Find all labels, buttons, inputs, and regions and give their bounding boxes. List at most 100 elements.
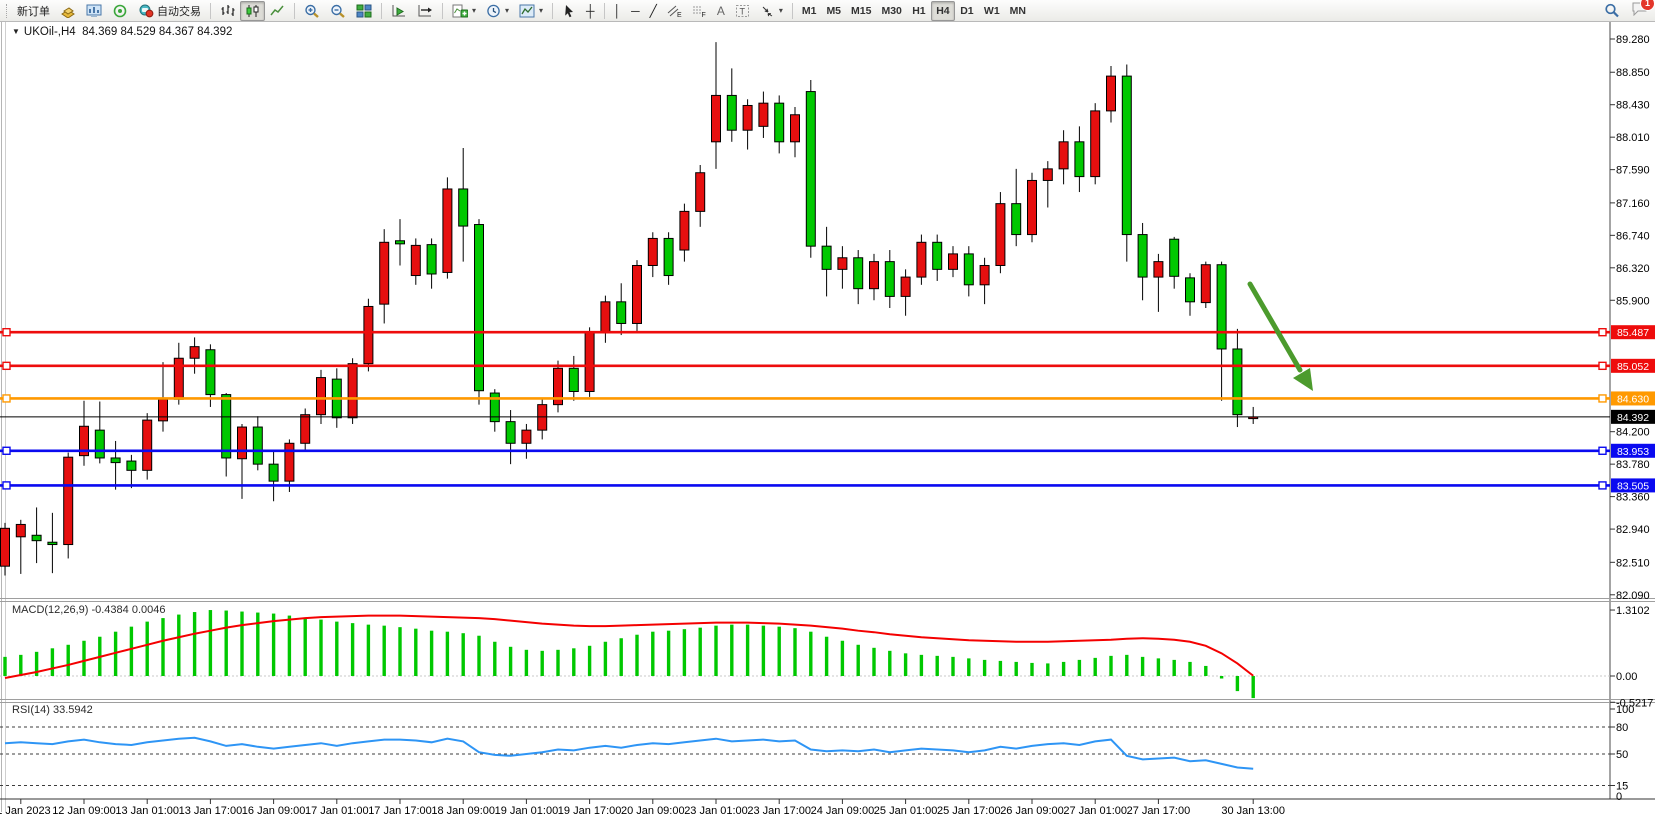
- hline-85.487[interactable]: 85.487: [0, 325, 1655, 340]
- arrows-tool-button[interactable]: ▾: [755, 1, 788, 21]
- equidistant-channel-icon: E: [667, 5, 682, 18]
- hline-84.630[interactable]: 84.630: [0, 391, 1655, 406]
- dropdown-caret-icon: ▾: [472, 6, 477, 15]
- macd-panel: 1.3102 0.00 -0.5217: [0, 605, 1653, 709]
- svg-text:82.510: 82.510: [1616, 557, 1650, 569]
- svg-text:100: 100: [1616, 704, 1634, 716]
- svg-text:20 Jan 09:00: 20 Jan 09:00: [621, 805, 685, 817]
- label-tool-button[interactable]: T: [730, 1, 755, 21]
- chart-symbol-period: UKOil-,H4: [23, 26, 76, 38]
- svg-text:27 Jan 01:00: 27 Jan 01:00: [1063, 805, 1127, 817]
- hline-83.505[interactable]: 83.505: [0, 478, 1655, 493]
- zoom-in-icon: [305, 4, 319, 18]
- trendline-tool-button[interactable]: ╱: [645, 1, 662, 21]
- svg-text:84.392: 84.392: [1617, 412, 1649, 424]
- zoom-in-button[interactable]: [299, 1, 325, 21]
- svg-text:85.900: 85.900: [1616, 295, 1650, 307]
- dropdown-caret-icon: ▾: [778, 6, 783, 15]
- templates-button[interactable]: ▾: [514, 1, 548, 21]
- svg-text:84.630: 84.630: [1617, 393, 1649, 405]
- rsi-label: RSI(14) 33.5942: [12, 704, 93, 716]
- vertical-line-icon: │: [613, 3, 622, 18]
- price-axis[interactable]: 89.280 88.850 88.430 88.010 87.590 87.160 86.7…: [1610, 34, 1650, 602]
- line-chart-icon: [270, 5, 284, 15]
- timeframe-m5[interactable]: M5: [821, 1, 846, 21]
- periods-button[interactable]: ▾: [481, 1, 514, 21]
- crosshair-icon: ┼: [586, 3, 595, 18]
- candlestick-mode-button[interactable]: [240, 0, 265, 21]
- auto-scroll-button[interactable]: [386, 1, 412, 21]
- main-toolbar: 新订单 自动交易 ▾ ▾: [0, 0, 1655, 22]
- market-watch-button[interactable]: [55, 1, 81, 21]
- cursor-tool-button[interactable]: [557, 1, 581, 21]
- hline-83.953[interactable]: 83.953: [0, 443, 1655, 458]
- chart-frame: [0, 22, 1655, 812]
- candlestick-icon: [246, 4, 259, 17]
- timeframe-m1[interactable]: M1: [797, 1, 822, 21]
- separator: [294, 2, 295, 19]
- svg-text:50: 50: [1616, 749, 1628, 761]
- chart-shift-icon: [418, 4, 432, 16]
- svg-text:30 Jan 13:00: 30 Jan 13:00: [1221, 805, 1285, 817]
- svg-text:25 Jan 17:00: 25 Jan 17:00: [937, 805, 1001, 817]
- clock-icon: [487, 4, 500, 17]
- svg-text:83.953: 83.953: [1617, 446, 1649, 458]
- bar-chart-mode-button[interactable]: [215, 1, 240, 21]
- tile-windows-button[interactable]: [351, 1, 377, 21]
- svg-text:12 Jan 09:00: 12 Jan 09:00: [52, 805, 116, 817]
- svg-text:87.160: 87.160: [1616, 198, 1650, 210]
- timeframe-h1[interactable]: H1: [907, 1, 931, 21]
- line-chart-mode-button[interactable]: [265, 1, 290, 21]
- channel-tool-button[interactable]: E: [662, 1, 687, 21]
- search-button[interactable]: [1599, 1, 1625, 21]
- sound-icon: [113, 4, 127, 17]
- search-icon: [1605, 3, 1619, 18]
- chart-title: ▼ UKOil-,H4 84.369 84.529 84.367 84.392: [12, 26, 232, 38]
- gold-bars-icon: [61, 6, 75, 18]
- timeframe-m15[interactable]: M15: [846, 1, 876, 21]
- monitor-chart-icon: [86, 4, 102, 17]
- svg-text:17 Jan 17:00: 17 Jan 17:00: [368, 805, 432, 817]
- autotrade-robot-icon: [139, 4, 154, 17]
- text-a-icon: A: [716, 3, 725, 18]
- timeframe-m30[interactable]: M30: [876, 1, 906, 21]
- rsi-panel: 100 80 50 150: [0, 704, 1634, 803]
- dropdown-caret-icon: ▾: [539, 6, 544, 15]
- svg-text:84.200: 84.200: [1616, 427, 1650, 439]
- indicators-button[interactable]: ▾: [447, 1, 481, 21]
- svg-text:23 Jan 01:00: 23 Jan 01:00: [684, 805, 748, 817]
- timeframe-d1[interactable]: D1: [955, 1, 979, 21]
- candlestick-series[interactable]: [0, 42, 1259, 576]
- svg-text:17 Jan 01:00: 17 Jan 01:00: [305, 805, 369, 817]
- hline-85.052[interactable]: 85.052: [0, 358, 1655, 373]
- charts-window-button[interactable]: [81, 1, 107, 21]
- horizontal-line-tool-button[interactable]: ─: [626, 1, 645, 21]
- toolbar-grip: [6, 3, 9, 18]
- trend-arrow[interactable]: [1247, 281, 1313, 391]
- chart-collapse-icon[interactable]: ▼: [12, 27, 20, 36]
- zoom-out-icon: [331, 4, 345, 18]
- autotrading-button[interactable]: 自动交易: [133, 1, 206, 21]
- crosshair-tool-button[interactable]: ┼: [581, 1, 600, 21]
- chart-shift-button[interactable]: [412, 1, 438, 21]
- new-order-button[interactable]: 新订单: [12, 1, 55, 21]
- fibonacci-icon: F: [692, 6, 706, 18]
- svg-text:13 Jan 01:00: 13 Jan 01:00: [115, 805, 179, 817]
- svg-text:24 Jan 09:00: 24 Jan 09:00: [811, 805, 875, 817]
- timeframe-mn[interactable]: MN: [1005, 1, 1031, 21]
- svg-text:88.010: 88.010: [1616, 132, 1650, 144]
- timeframe-w1[interactable]: W1: [979, 1, 1005, 21]
- vertical-line-tool-button[interactable]: │: [609, 1, 627, 21]
- text-tool-button[interactable]: A: [712, 1, 730, 21]
- add-indicator-icon: [452, 4, 468, 17]
- fibonacci-tool-button[interactable]: F: [687, 1, 712, 21]
- bar-chart-icon: [221, 4, 235, 16]
- timeframe-h4[interactable]: H4: [930, 0, 955, 21]
- notifications-button[interactable]: 1: [1631, 0, 1655, 21]
- svg-text:0.00: 0.00: [1616, 671, 1637, 683]
- timeframe-group: M1 M5 M15 M30 H1 H4 D1 W1 MN: [797, 0, 1031, 21]
- sound-alert-button[interactable]: [107, 1, 133, 21]
- zoom-out-button[interactable]: [325, 1, 351, 21]
